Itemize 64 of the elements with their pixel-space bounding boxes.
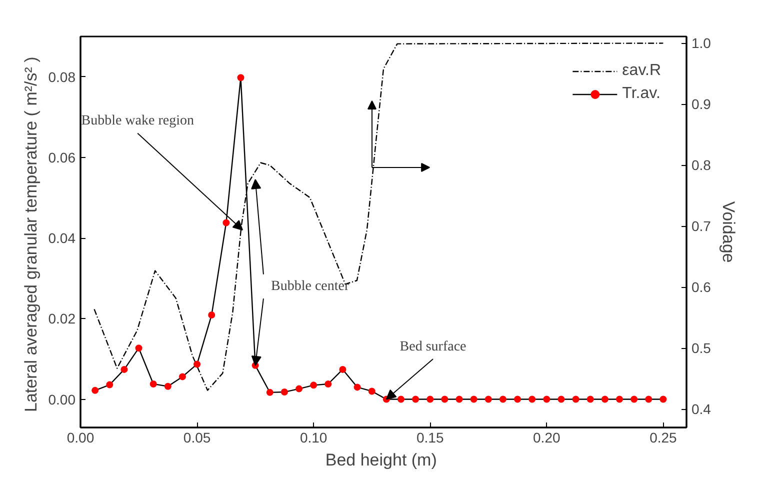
point [280,388,288,396]
point [660,396,667,403]
y-tick-label: 0.00 [48,391,76,408]
y2-tick-label: 0.8 [692,157,712,174]
point [441,396,448,403]
point [456,396,463,403]
x-tick-label: 0.25 [650,430,678,446]
y-tick-label: 0.08 [48,68,76,85]
point [222,219,230,226]
point [92,386,99,394]
point [514,396,522,403]
point [586,396,594,403]
point [150,380,157,388]
y2-tick-label: 0.6 [692,279,712,296]
y2-tick-label: 1.0 [692,35,712,52]
point [499,396,506,403]
point [368,388,376,395]
x-tick-label: 0.10 [300,430,328,446]
point [120,366,128,373]
point [528,396,536,403]
point [266,388,274,396]
point [296,385,303,392]
y2-tick-label: 0.4 [692,401,712,418]
point [645,396,652,403]
point [484,396,492,403]
y-tick-label: 0.06 [48,149,76,166]
point [397,396,404,403]
point [164,382,172,390]
x-tick-label: 0.20 [533,430,560,446]
y-tick-label: 0.04 [48,230,76,246]
point [310,382,318,389]
x-tick-label: 0.05 [183,430,211,446]
y2-tick-label: 0.5 [692,340,712,356]
point [426,396,434,403]
y2-axis-title: Voidage [718,201,738,263]
y2-tick-label: 0.9 [692,96,712,112]
point [601,396,608,403]
point [208,312,216,319]
point [237,74,244,82]
point [354,384,361,391]
point [543,396,550,403]
point [572,396,580,403]
point [178,373,186,380]
point [324,380,332,388]
point [630,396,638,403]
point [106,381,114,388]
annotation: Bubble center [271,278,350,294]
point [135,344,142,352]
y2-tick-label: 0.7 [692,218,712,234]
point [470,396,478,403]
annotation: Bubble wake region [81,114,194,129]
point [339,366,346,373]
y-axis-title: Lateral averaged granular temperature ( m²/s² ) [21,56,40,412]
point [616,396,623,403]
annotation: Bed surface [400,339,466,354]
x-tick-label: 0.15 [416,430,444,446]
legend-label: εav.R [622,62,661,80]
x-axis-title: Bed height (m) [325,450,437,470]
point [558,396,565,403]
x-tick-label: 0.00 [66,430,94,446]
point [194,360,201,368]
y-tick-label: 0.02 [48,310,76,327]
legend-label: Tr.av. [622,85,660,103]
point [412,396,420,403]
